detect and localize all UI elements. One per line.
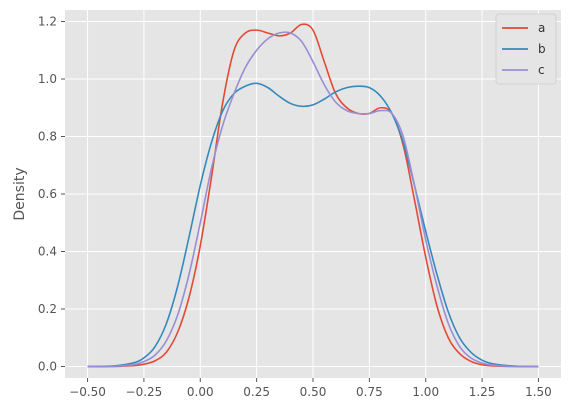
x-tick-label: −0.50 (69, 385, 106, 399)
series-line-c (87, 31, 539, 368)
y-axis-label: Density (12, 167, 28, 220)
legend: abc (495, 13, 557, 85)
x-tick-label: 0.75 (356, 385, 383, 399)
y-tick-label: 0.6 (38, 187, 57, 201)
series-line-a (87, 23, 539, 368)
x-tick-label: 0.00 (187, 385, 214, 399)
legend-label-a: a (538, 21, 545, 35)
legend-label-b: b (538, 42, 546, 56)
y-tick-label: 0.8 (38, 130, 57, 144)
y-tick-label: 0.2 (38, 302, 57, 316)
x-axis-ticks: −0.50 −0.25 0.00 0.25 0.50 0.75 1.00 1.25 1.50 (69, 378, 552, 399)
x-tick-label: 0.25 (243, 385, 270, 399)
legend-label-c: c (538, 63, 545, 77)
y-tick-label: 1.0 (38, 72, 57, 86)
y-axis-ticks: 0.0 0.2 0.4 0.6 0.8 1.0 1.2 (38, 15, 65, 374)
series-line-b (87, 82, 539, 368)
x-tick-label: −0.25 (126, 385, 163, 399)
x-tick-label: 1.50 (525, 385, 552, 399)
y-tick-label: 1.2 (38, 15, 57, 29)
x-tick-label: 0.50 (300, 385, 327, 399)
x-tick-label: 1.25 (469, 385, 496, 399)
y-tick-label: 0.0 (38, 360, 57, 374)
y-tick-label: 0.4 (38, 245, 57, 259)
series-lines (87, 23, 539, 368)
x-tick-label: 1.00 (412, 385, 439, 399)
